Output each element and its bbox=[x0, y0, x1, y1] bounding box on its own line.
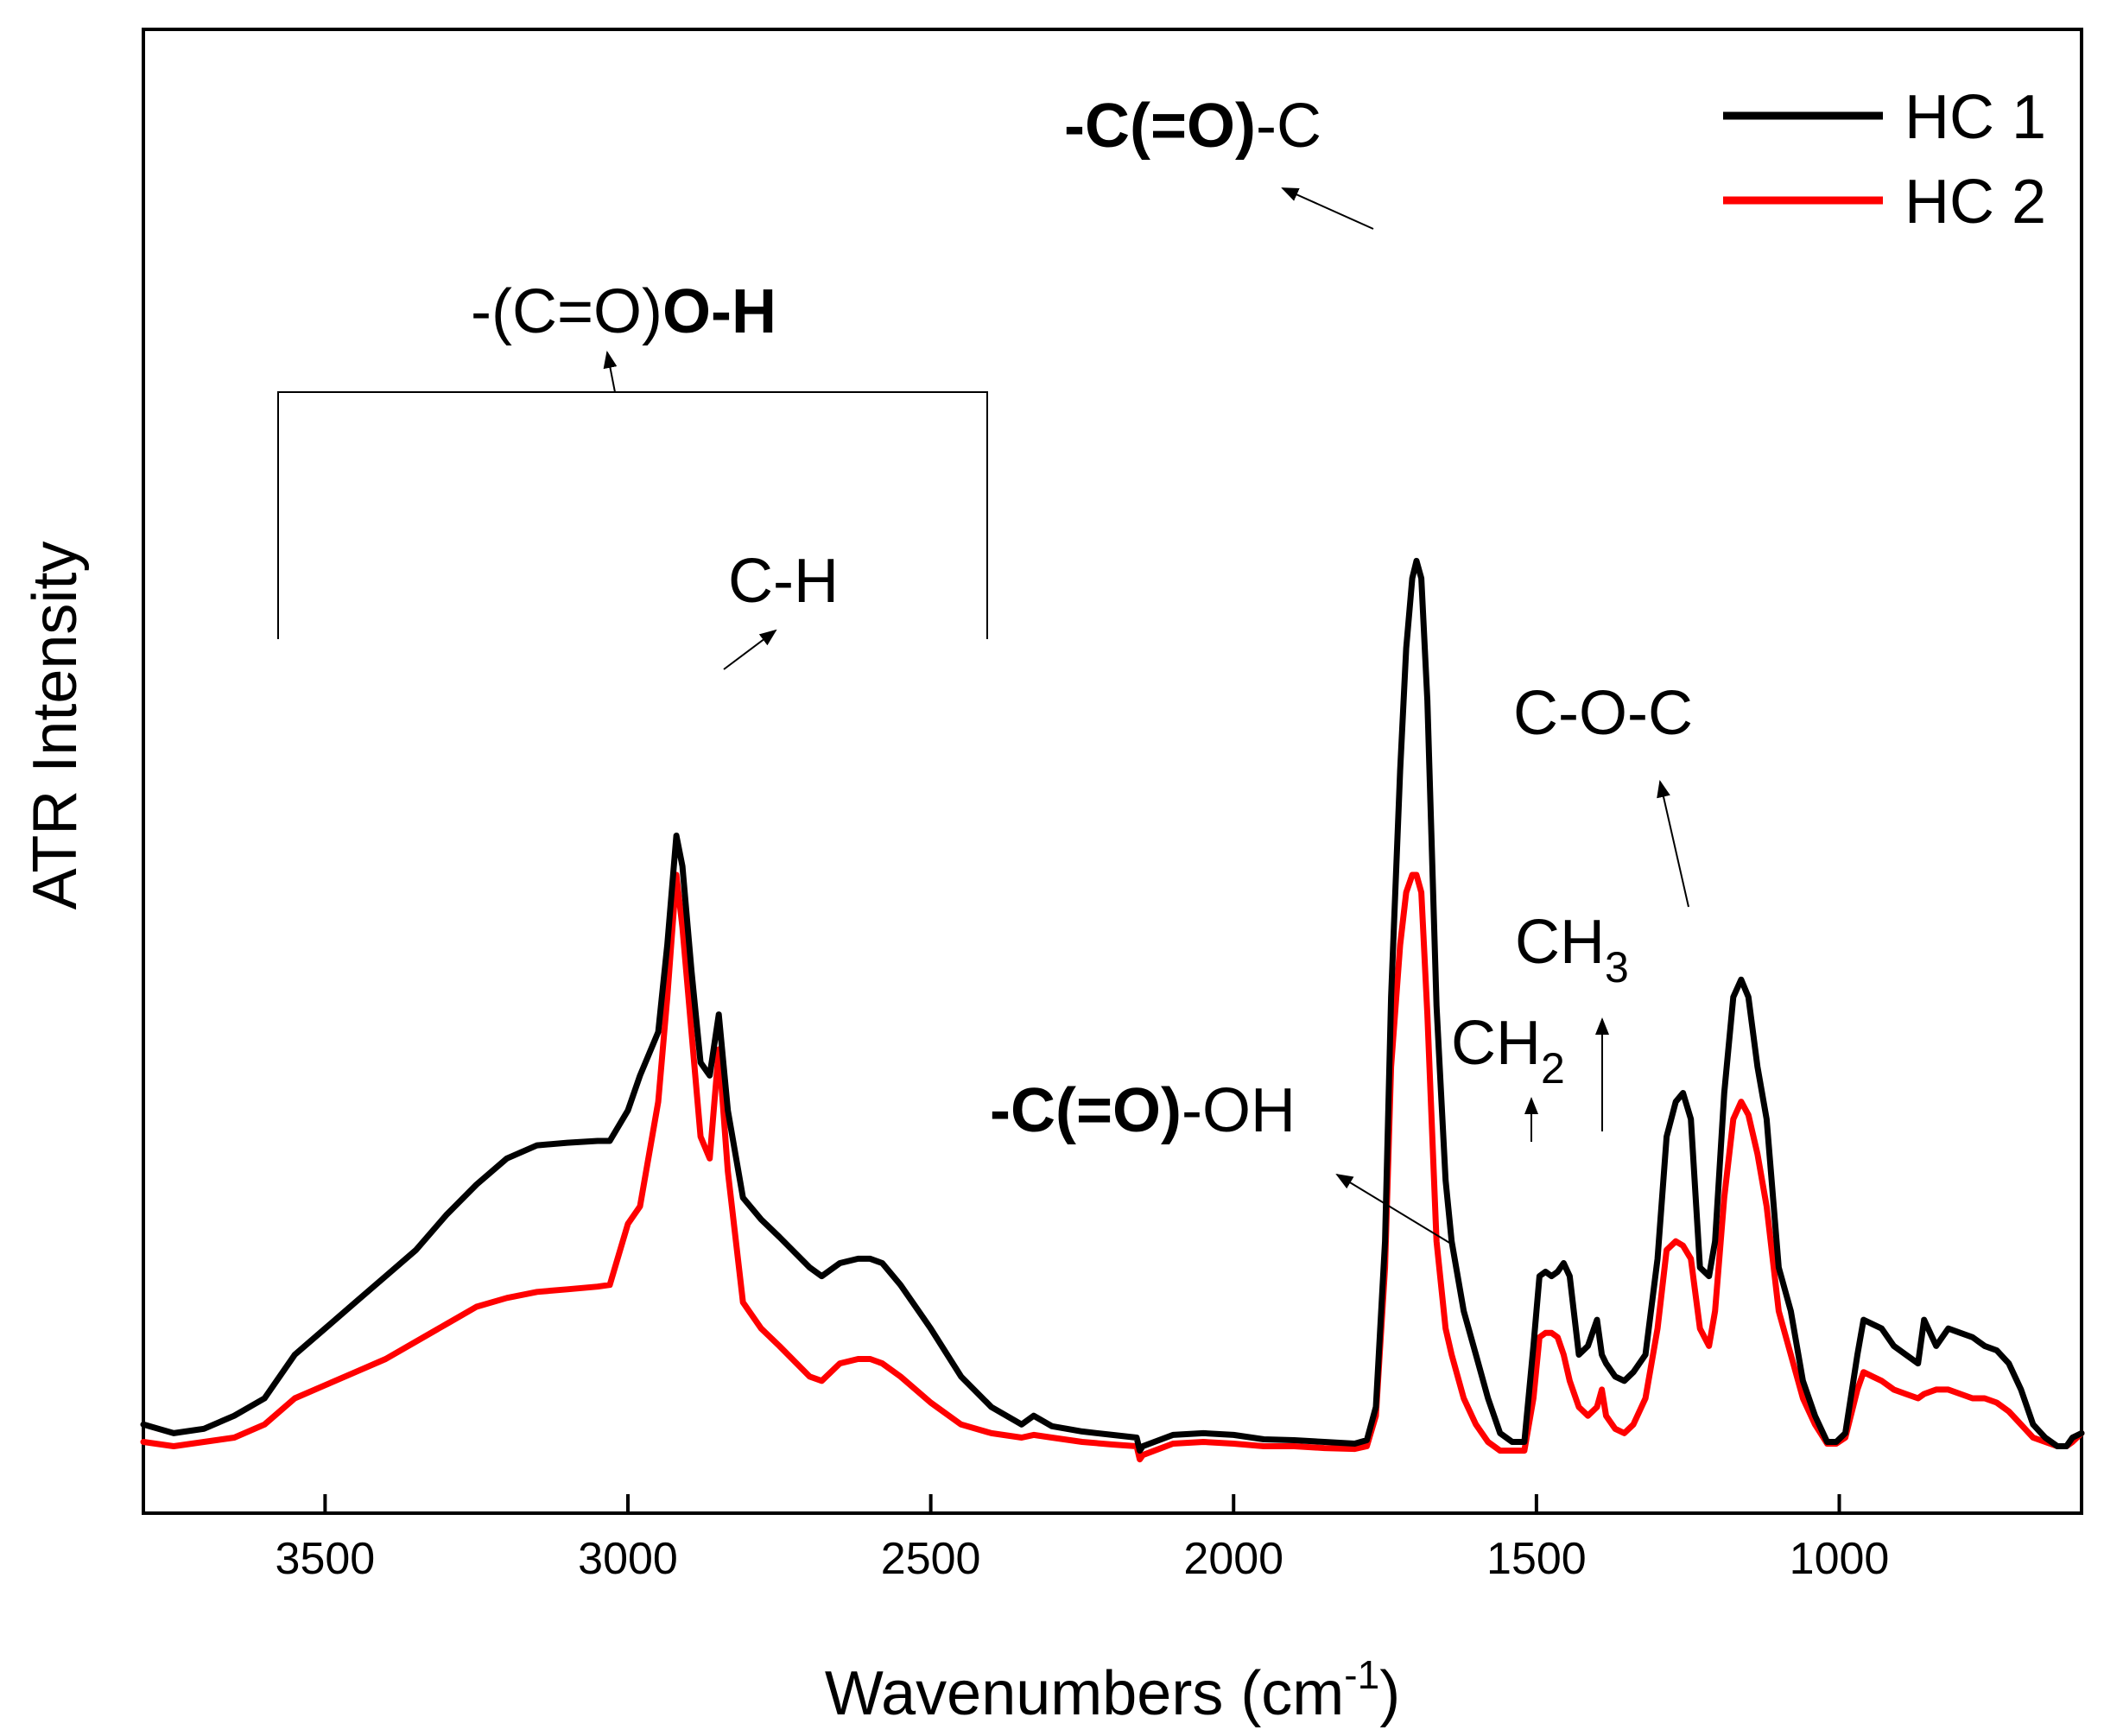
x-axis-title: Wavenumbers (cm-1) bbox=[825, 1652, 1400, 1728]
annotation-ch-label: C-H bbox=[728, 547, 839, 616]
series-lines bbox=[140, 557, 2085, 1463]
annotation-cooh: -C(=O)-OH bbox=[990, 1076, 1452, 1245]
plot-frame bbox=[142, 28, 2083, 1515]
annotation-ch3-sub: 3 bbox=[1605, 943, 1629, 992]
x-tick-label: 3500 bbox=[276, 1534, 376, 1584]
annotation-coh-bold: O-H bbox=[662, 277, 776, 346]
svg-text:-C(=O)-OH: -C(=O)-OH bbox=[990, 1076, 1296, 1145]
annotation-coc-arrow bbox=[1657, 780, 1689, 908]
x-axis-title-sup: -1 bbox=[1344, 1652, 1379, 1697]
x-tick-label: 2500 bbox=[881, 1534, 981, 1584]
svg-text:-C(=O)-C: -C(=O)-C bbox=[1064, 92, 1321, 161]
svg-text:CH3: CH3 bbox=[1515, 908, 1629, 992]
annotation-coc-label: C-O-C bbox=[1513, 679, 1693, 748]
annotation-ch2-base: CH bbox=[1451, 1009, 1541, 1078]
x-axis-title-close: ) bbox=[1379, 1659, 1400, 1728]
annotation-cco-c-arrow bbox=[1281, 187, 1374, 230]
x-tick-label: 2000 bbox=[1183, 1534, 1283, 1584]
legend: HC 1 HC 2 bbox=[1723, 83, 2046, 237]
annotation-ch3-base: CH bbox=[1515, 908, 1605, 977]
annotation-cco-c-plain: -C bbox=[1256, 92, 1321, 161]
annotation-cooh-arrow bbox=[1335, 1173, 1452, 1245]
annotation-coh-bracket bbox=[277, 391, 988, 639]
annotation-cooh-plain: -OH bbox=[1182, 1076, 1296, 1145]
annotation-cco-c-bold: -C(=O) bbox=[1064, 92, 1256, 161]
annotation-ch2-sub: 2 bbox=[1541, 1044, 1565, 1093]
x-axis-title-main: Wavenumbers (cm bbox=[825, 1659, 1344, 1728]
annotation-cco-c: -C(=O)-C bbox=[1064, 92, 1374, 230]
annotation-ch: C-H bbox=[723, 547, 839, 670]
annotation-ch2: CH2 bbox=[1451, 1009, 1565, 1142]
x-tick-label: 1000 bbox=[1790, 1534, 1890, 1584]
svg-text:CH2: CH2 bbox=[1451, 1009, 1565, 1093]
annotation-coh-plain: -(C=O) bbox=[471, 277, 662, 346]
annotation-coh-arrow bbox=[603, 351, 618, 393]
svg-text:-(C=O)O-H: -(C=O)O-H bbox=[471, 277, 776, 346]
legend-label-hc2: HC 2 bbox=[1904, 168, 2046, 237]
series-line-hc2 bbox=[140, 871, 2085, 1463]
x-axis-ticks: 3500 3000 2500 2000 1500 1000 bbox=[276, 1494, 1890, 1584]
legend-label-hc1: HC 1 bbox=[1904, 83, 2046, 152]
annotation-coh: -(C=O)O-H bbox=[277, 277, 988, 639]
x-tick-label: 3000 bbox=[578, 1534, 678, 1584]
y-axis-title: ATR Intensity bbox=[21, 542, 90, 910]
annotation-ch3: CH3 bbox=[1515, 908, 1629, 1131]
annotation-coc: C-O-C bbox=[1513, 679, 1693, 908]
series-line-hc1 bbox=[140, 557, 2085, 1454]
x-tick-label: 1500 bbox=[1486, 1534, 1587, 1584]
annotation-cooh-bold: -C(=O) bbox=[990, 1076, 1182, 1145]
annotation-ch-arrow bbox=[723, 629, 777, 670]
